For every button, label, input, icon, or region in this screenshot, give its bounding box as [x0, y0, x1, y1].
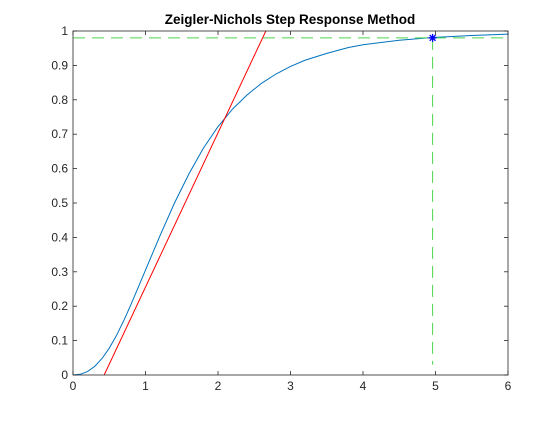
plot-area [73, 31, 508, 375]
y-tick-label: 0.9 [51, 58, 68, 72]
x-tick-label: 6 [505, 379, 512, 393]
chart-title: Zeigler-Nichols Step Response Method [165, 12, 416, 27]
y-tick-label: 0.5 [51, 196, 68, 210]
y-tick-label: 1 [61, 24, 68, 38]
x-tick-label: 3 [287, 379, 294, 393]
y-tick-label: 0.3 [51, 265, 68, 279]
settling-point-marker [428, 33, 437, 42]
ticks-layer: 0 1 2 3 4 5 6 0 0.1 0.2 0.3 0.4 0.5 0.6 0.7 0.8 0.9 1 [51, 24, 511, 393]
series-layer [73, 31, 508, 375]
x-tick-label: 1 [142, 379, 149, 393]
x-tick-label: 2 [215, 379, 222, 393]
tangent-line-line [103, 31, 267, 375]
y-tick-label: 0.7 [51, 127, 68, 141]
y-tick-label: 0 [61, 368, 68, 382]
x-tick-label: 0 [70, 379, 77, 393]
x-tick-label: 5 [432, 379, 439, 393]
response-curve-line [73, 33, 508, 375]
y-tick-label: 0.1 [51, 334, 68, 348]
y-tick-label: 0.6 [51, 162, 68, 176]
x-tick-label: 4 [360, 379, 367, 393]
y-tick-label: 0.2 [51, 299, 68, 313]
y-tick-label: 0.4 [51, 230, 68, 244]
y-tick-label: 0.8 [51, 93, 68, 107]
